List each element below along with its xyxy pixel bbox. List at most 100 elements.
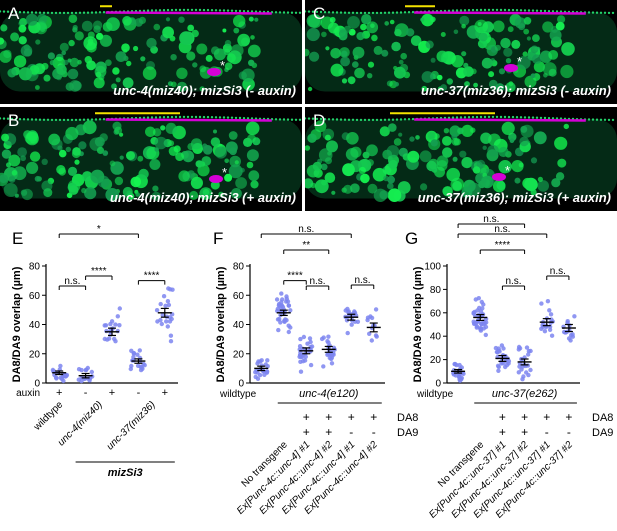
data-point [504, 362, 510, 368]
plot-panel-label: G [405, 229, 418, 248]
y-axis-label: DA8/DA9 overlap (µm) [412, 266, 424, 382]
y-axis-label: DA8/DA9 overlap (µm) [215, 266, 227, 382]
data-point [279, 291, 284, 296]
data-point [365, 317, 370, 323]
image-c-art: * [305, 0, 617, 104]
y-tick-label: 100 [424, 262, 441, 273]
auxin-value: - [137, 387, 141, 399]
stat-label: n.s. [309, 276, 325, 287]
data-point [139, 365, 144, 370]
data-point [90, 374, 95, 379]
data-point [168, 333, 174, 338]
data-point [286, 303, 291, 308]
data-point [369, 338, 374, 343]
data-point [321, 364, 326, 369]
auxin-value: + [109, 387, 115, 399]
data-point [528, 367, 533, 373]
row-label-da8: DA8 [592, 412, 613, 424]
data-point [165, 324, 170, 329]
auxin-value: + [56, 387, 62, 399]
data-point [104, 328, 109, 334]
data-point [117, 306, 123, 311]
data-point [166, 302, 172, 308]
data-point [539, 301, 544, 306]
plot-panel-label: E [12, 229, 23, 248]
data-point [516, 370, 521, 375]
row-label-auxin: auxin [16, 388, 40, 399]
background-label: unc-4(e120) [299, 388, 359, 400]
stat-label: **** [287, 271, 303, 282]
data-point [325, 339, 330, 344]
data-point [519, 367, 524, 372]
y-tick-label: 40 [430, 332, 442, 343]
wildtype-label: wildtype [416, 389, 454, 400]
y-tick-label: 60 [233, 291, 245, 302]
condition-value: + [325, 425, 332, 439]
data-point [373, 307, 379, 312]
image-panel-a: * A unc-4(miz40); mizSi3 (- auxin) [0, 0, 302, 104]
data-point [457, 362, 462, 368]
data-point [565, 320, 570, 325]
data-point [572, 314, 577, 319]
plot-panel-label: F [213, 229, 223, 248]
data-point [135, 352, 140, 357]
data-point [545, 299, 551, 304]
data-point [158, 301, 163, 307]
data-point [457, 377, 462, 382]
data-point [168, 287, 173, 292]
data-point [159, 321, 164, 327]
data-point [367, 331, 372, 336]
condition-value: + [303, 410, 310, 424]
svg-text:*: * [517, 54, 522, 69]
y-tick-label: 0 [238, 379, 244, 390]
panel-label-a: A [8, 4, 20, 23]
data-point [301, 334, 307, 340]
image-d-caption: unc-37(miz36); mizSi3 (+ auxin) [417, 190, 611, 205]
data-point [319, 336, 325, 342]
data-point [165, 299, 171, 304]
stat-label: **** [91, 266, 107, 277]
data-point [305, 341, 310, 346]
condition-value: + [325, 410, 332, 424]
data-point [480, 306, 485, 311]
row-label-da9: DA9 [397, 427, 418, 439]
stat-label: n.s. [505, 276, 521, 287]
data-point [528, 348, 533, 354]
data-point [547, 327, 553, 332]
condition-value: + [543, 410, 550, 424]
image-panel-c: * C unc-37(miz36); mizSi3 (- auxin) [305, 0, 617, 104]
data-point [279, 300, 284, 305]
condition-value: - [349, 425, 353, 439]
stat-label: n.s. [64, 276, 80, 287]
group-label: wildtype [31, 399, 65, 433]
data-point [483, 332, 488, 338]
data-point [496, 368, 501, 373]
data-point [549, 333, 555, 338]
condition-value: + [348, 410, 355, 424]
data-point [117, 323, 122, 328]
data-point [135, 363, 141, 368]
data-point [331, 352, 336, 357]
stat-label: n.s. [483, 214, 499, 225]
data-point [158, 317, 163, 323]
condition-value: - [545, 425, 549, 439]
data-point [84, 367, 89, 372]
condition-value: + [521, 410, 528, 424]
data-point [115, 314, 121, 319]
svg-text:*: * [222, 165, 227, 180]
data-point [476, 296, 481, 301]
data-point [497, 349, 502, 354]
data-point [499, 343, 505, 348]
y-tick-label: 0 [34, 379, 40, 390]
data-point [548, 312, 554, 317]
stat-label: **** [495, 240, 511, 251]
data-point [481, 302, 486, 307]
stat-label: n.s. [494, 224, 510, 235]
condition-value: + [499, 425, 506, 439]
data-point [108, 321, 113, 327]
panel-label-d: D [313, 111, 326, 130]
data-point [308, 344, 313, 350]
